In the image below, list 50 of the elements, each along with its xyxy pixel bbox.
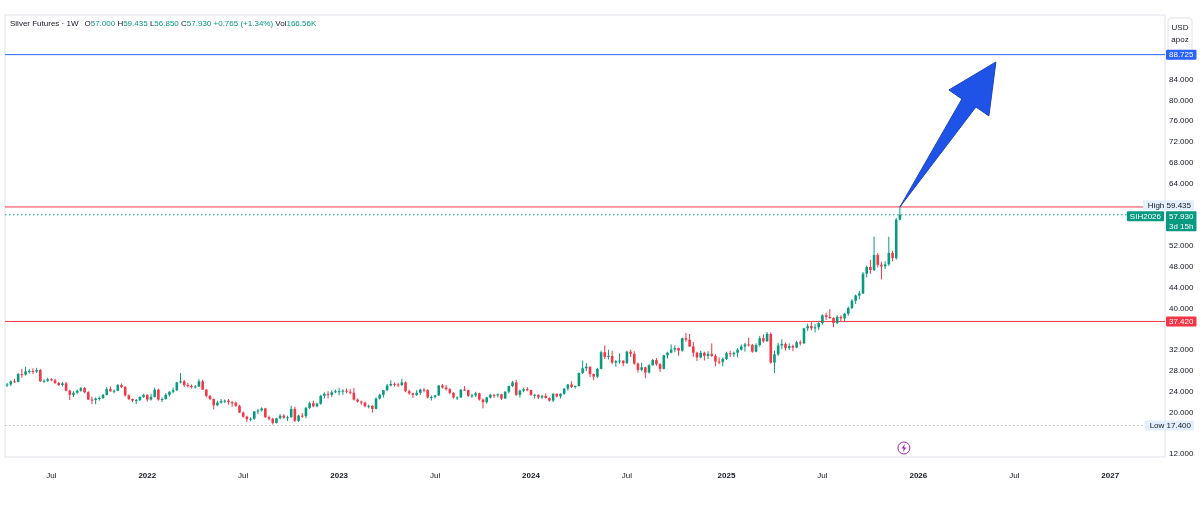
candlestick (607, 349, 610, 360)
ref-line-label: Low 17.400 (1149, 421, 1192, 431)
x-tick-label: 2023 (330, 471, 349, 480)
x-tick-label: 2027 (1101, 471, 1120, 480)
text: apoz (1171, 34, 1189, 44)
x-tick-label: Jul (817, 471, 828, 480)
x-tick-label: Jul (238, 471, 249, 480)
candlestick (5, 382, 9, 388)
candlestick (618, 352, 621, 365)
annotation: High 59.435 (1147, 200, 1192, 210)
x-tick-label: Jul (621, 471, 633, 480)
y-tick-label: 12.000 (1169, 449, 1195, 459)
candlestick (256, 408, 260, 415)
y-tick-label: 76.000 (1169, 116, 1195, 126)
y-tick-label: 32.000 (1169, 345, 1195, 355)
candlestick (673, 344, 677, 353)
y-tick-label: 68.000 (1169, 157, 1195, 167)
candlestick (743, 342, 747, 353)
candlestick (98, 395, 101, 402)
text: Silver Futures · 1W (10, 18, 79, 28)
candlestick (393, 381, 396, 388)
y-tick-label: 44.000 (1169, 282, 1195, 292)
y-tick-label: 84.000 (1169, 74, 1195, 84)
y-tick-label: 52.000 (1169, 241, 1195, 251)
x-tick-label: Jul (1009, 471, 1020, 480)
x-tick-label: Jul (429, 471, 441, 480)
y-tick-label: 48.000 (1169, 261, 1195, 271)
candlestick (171, 387, 175, 394)
candlestick (190, 383, 193, 390)
x-tick-label: 2025 (717, 471, 736, 480)
candlestick (684, 332, 688, 343)
candlestick (179, 372, 182, 384)
x-tick-label: 2022 (138, 471, 157, 480)
x-tick-label: 2024 (522, 471, 541, 480)
y-tick-label: 28.000 (1169, 365, 1195, 375)
candlestick (411, 392, 415, 399)
y-tick-label: 40.000 (1169, 303, 1195, 313)
candlestick (773, 350, 776, 374)
text: O57.000 H59.435 L56.850 C57.930 +0.765 (+1.34%) Vol166.56K (84, 18, 317, 28)
y-axis-title: USD (1171, 22, 1189, 32)
y-tick-label: 24.000 (1169, 386, 1195, 396)
y-tick-label: 72.000 (1169, 137, 1195, 147)
x-tick-label: Jul (46, 471, 57, 480)
candlestick (791, 343, 795, 352)
y-tick-label: 80.000 (1169, 95, 1195, 105)
candlestick (430, 394, 433, 402)
x-tick-label: 2026 (909, 471, 928, 480)
y-tick-label: 64.000 (1169, 178, 1195, 188)
y-tick-label: 20.000 (1169, 407, 1195, 417)
candlestick (219, 398, 223, 405)
